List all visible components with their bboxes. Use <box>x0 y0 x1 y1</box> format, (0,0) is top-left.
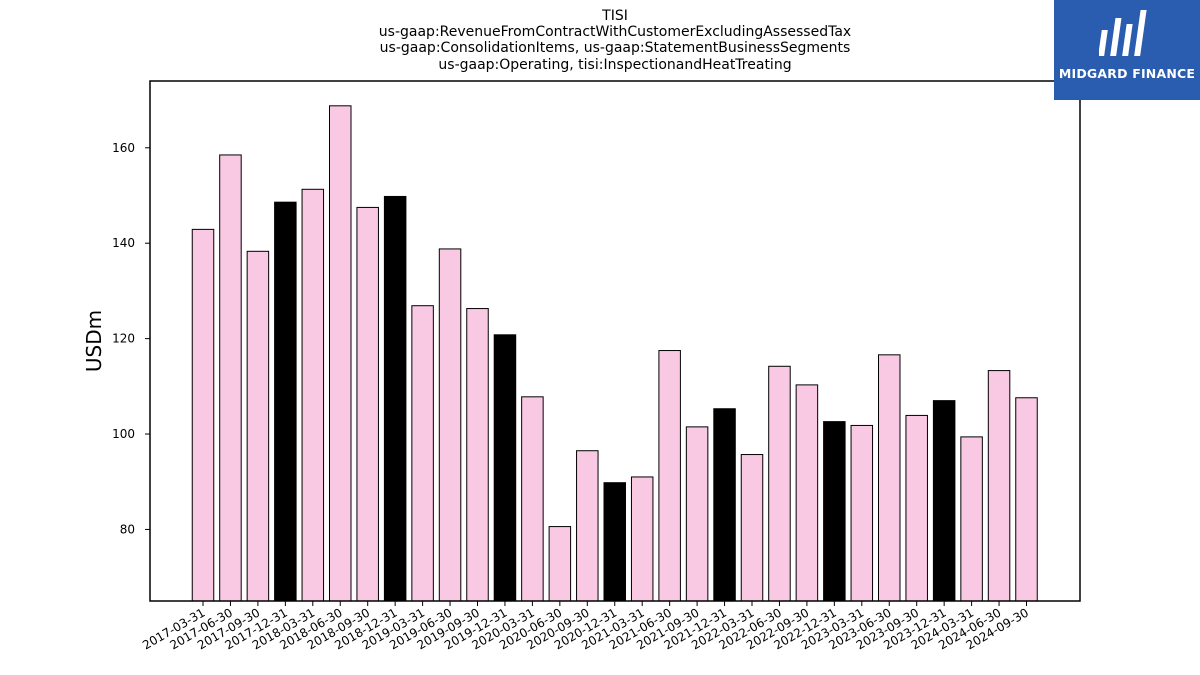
bar-2023-06-30 <box>878 354 901 602</box>
y-tick-label-80: 80 <box>120 522 135 536</box>
bar-2017-06-30 <box>219 154 242 602</box>
bar-2021-12-31 <box>713 408 736 602</box>
bar-2022-09-30 <box>795 384 819 602</box>
bar-2019-06-30 <box>438 248 462 602</box>
y-tick-label-160: 160 <box>112 141 135 155</box>
bar-2023-03-31 <box>850 424 874 602</box>
x-axis: 2017-03-312017-06-302017-09-302017-12-31… <box>140 601 1031 652</box>
bar-2022-06-30 <box>768 365 791 602</box>
bar-2021-03-31 <box>630 476 654 602</box>
bar-2023-09-30 <box>905 414 928 602</box>
bar-2017-09-30 <box>246 250 270 602</box>
title-line-1: TISI <box>601 8 628 24</box>
title-line-4: us-gaap:Operating, tisi:InspectionandHea… <box>438 57 791 73</box>
bar-2017-03-31 <box>191 228 215 602</box>
y-tick-label-140: 140 <box>112 236 135 250</box>
bar-2021-09-30 <box>685 426 709 602</box>
bar-2019-03-31 <box>411 305 434 602</box>
title-line-3: us-gaap:ConsolidationItems, us-gaap:Stat… <box>380 40 851 56</box>
y-tick-label-100: 100 <box>112 427 135 441</box>
bar-2020-03-31 <box>521 396 544 602</box>
bar-2017-12-31 <box>274 201 297 602</box>
bar-2024-03-31 <box>960 436 983 602</box>
bar-2024-06-30 <box>987 370 1011 602</box>
bar-2024-09-30 <box>1015 397 1038 602</box>
bar-2022-03-31 <box>740 454 764 602</box>
plot-frame <box>149 80 1081 602</box>
bar-2019-09-30 <box>466 308 489 602</box>
y-axis: 80 100 120 140 160 <box>112 141 150 536</box>
bars <box>191 105 1038 602</box>
bar-2022-12-31 <box>823 421 846 602</box>
bar-2018-12-31 <box>383 195 407 602</box>
chart-title: TISI us-gaap:RevenueFromContractWithCust… <box>379 8 851 73</box>
title-line-2: us-gaap:RevenueFromContractWithCustomerE… <box>379 24 851 40</box>
brand-name: MIDGARD FINANCE <box>1058 66 1196 81</box>
bar-2018-09-30 <box>356 206 379 602</box>
bar-2023-12-31 <box>932 400 956 602</box>
bar-2018-03-31 <box>301 188 325 602</box>
bar-2019-12-31 <box>493 334 517 602</box>
bar-2021-06-30 <box>658 350 681 602</box>
bar-2020-09-30 <box>576 450 599 602</box>
bar-2020-06-30 <box>548 526 572 602</box>
bar-2018-06-30 <box>329 105 352 602</box>
y-tick-label-120: 120 <box>112 332 135 346</box>
bar-2020-12-31 <box>603 482 626 602</box>
brand-logo: MIDGARD FINANCE <box>1054 0 1200 100</box>
y-axis-label: USDm <box>82 310 106 372</box>
midgard-logo-icon <box>1099 10 1147 56</box>
